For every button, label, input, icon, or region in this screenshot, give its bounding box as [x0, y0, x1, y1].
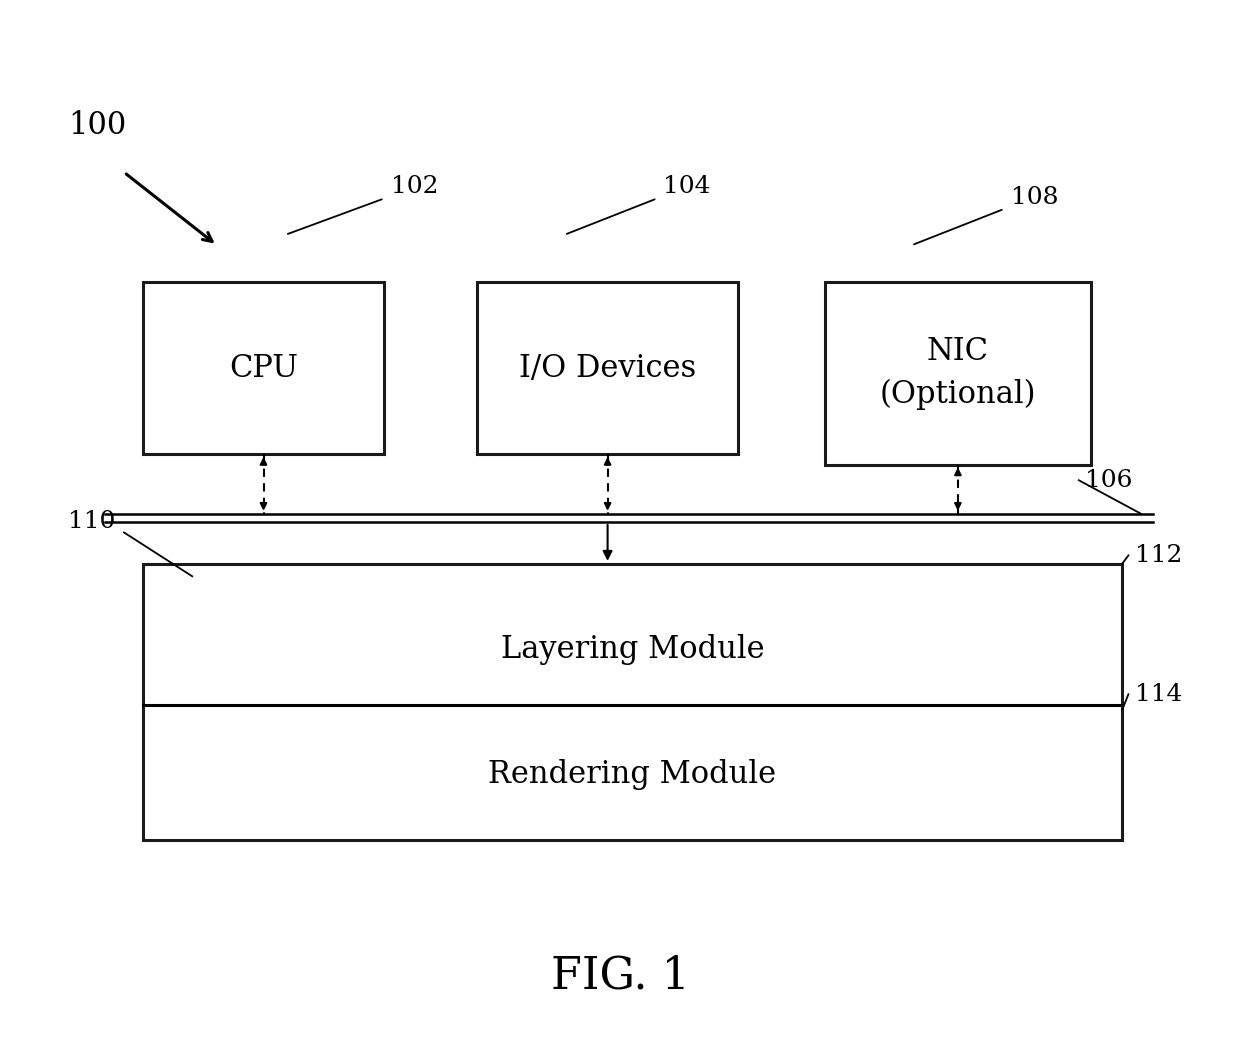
Bar [143, 282, 384, 454]
Text: 108: 108 [1011, 186, 1058, 209]
Text: 114: 114 [1135, 683, 1182, 706]
Text: 112: 112 [1135, 544, 1182, 567]
Text: NIC
(Optional): NIC (Optional) [879, 336, 1037, 410]
Text: 104: 104 [663, 175, 711, 198]
Text: 110: 110 [68, 511, 115, 533]
Text: Rendering Module: Rendering Module [489, 759, 776, 790]
Bar [477, 282, 738, 454]
Text: 100: 100 [68, 110, 126, 141]
Text: FIG. 1: FIG. 1 [551, 954, 689, 998]
Text: 102: 102 [391, 175, 438, 198]
Text: Layering Module: Layering Module [501, 634, 764, 665]
Text: 106: 106 [1085, 469, 1132, 492]
Bar [143, 564, 1122, 840]
Text: I/O Devices: I/O Devices [520, 353, 696, 383]
Bar [825, 282, 1091, 465]
Text: CPU: CPU [229, 353, 298, 383]
